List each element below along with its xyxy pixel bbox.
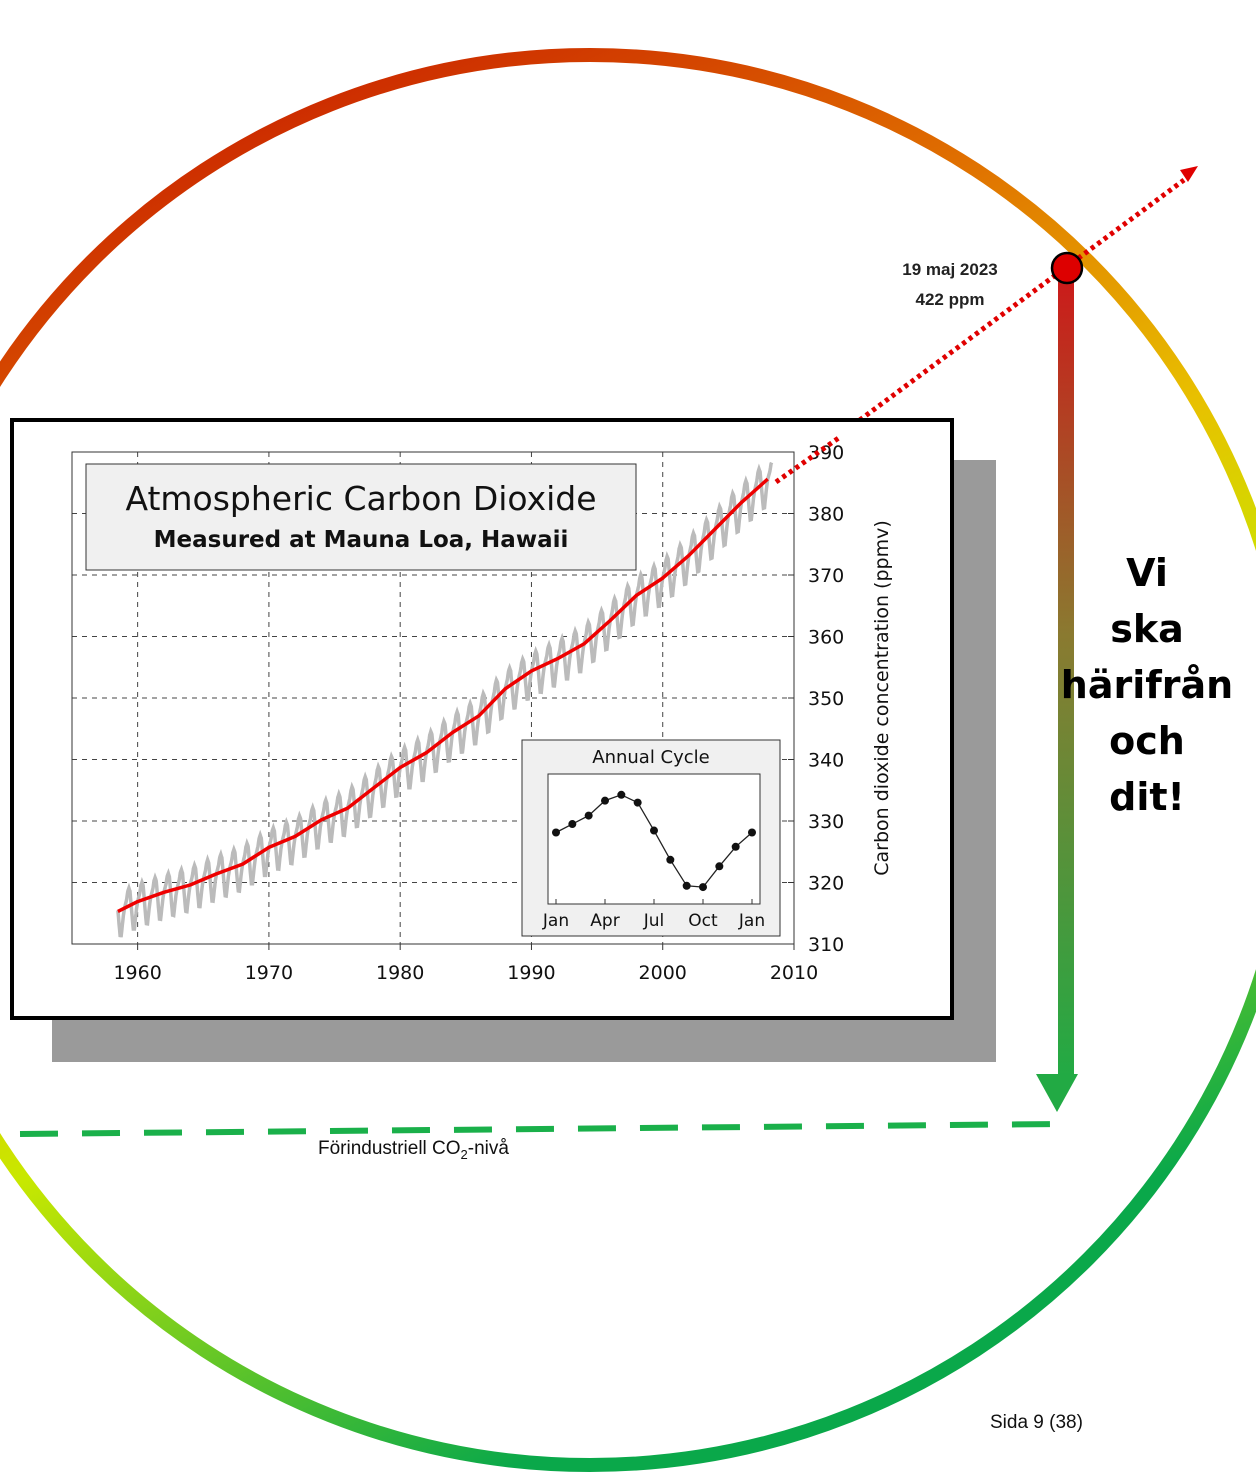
y-tick-label: 390 bbox=[808, 442, 844, 464]
inset-point bbox=[748, 828, 756, 837]
x-tick-label: 2010 bbox=[770, 962, 818, 984]
preindustrial-label-post: -nivå bbox=[467, 1138, 509, 1159]
x-tick-label: 1990 bbox=[507, 962, 555, 984]
down-arrow-head bbox=[1036, 1074, 1078, 1112]
inset-point bbox=[666, 855, 675, 864]
y-tick-label: 340 bbox=[808, 750, 844, 772]
down-arrow-shaft bbox=[1058, 276, 1074, 1076]
preindustrial-label: Förindustriell CO2-nivå bbox=[318, 1138, 509, 1162]
inset-point bbox=[568, 820, 577, 829]
dotted-arrow-head bbox=[1180, 166, 1198, 182]
inset-point bbox=[584, 811, 593, 820]
inset-x-tick-label: Jan bbox=[738, 911, 765, 931]
chart-subtitle: Measured at Mauna Loa, Hawaii bbox=[154, 527, 569, 553]
y-tick-label: 380 bbox=[808, 504, 844, 526]
inset-point bbox=[715, 862, 724, 871]
y-tick-label: 310 bbox=[808, 934, 844, 956]
inset-title: Annual Cycle bbox=[592, 747, 709, 768]
inset-point bbox=[633, 798, 642, 807]
inset-point bbox=[650, 826, 658, 835]
inset-point bbox=[682, 881, 691, 890]
chart-frame: 1960 1970 1980 1990 2000 2010 310 320 330 340 350 3… bbox=[10, 418, 954, 1020]
inset-plot-area bbox=[547, 773, 761, 905]
trend-series-line bbox=[117, 477, 769, 913]
annotation-value: 422 ppm bbox=[915, 290, 985, 309]
inset-x-tick-label: Apr bbox=[590, 911, 619, 931]
inset-point bbox=[699, 883, 707, 892]
y-tick-label: 360 bbox=[808, 627, 844, 649]
annotation-date: 19 maj 2023 bbox=[902, 260, 998, 279]
callout-line: och bbox=[1109, 719, 1185, 763]
co2-chart: 1960 1970 1980 1990 2000 2010 310 320 330 340 350 3… bbox=[71, 442, 893, 984]
current-level-marker bbox=[1050, 251, 1084, 285]
callout-line: Vi bbox=[1126, 551, 1168, 595]
x-tick-label: 1970 bbox=[245, 962, 293, 984]
callout-line: härifrån bbox=[1060, 663, 1234, 707]
x-tick-label: 2000 bbox=[639, 962, 687, 984]
y-tick-label: 330 bbox=[808, 811, 844, 833]
preindustrial-label-pre: Förindustriell CO bbox=[318, 1138, 461, 1159]
inset-point bbox=[617, 790, 626, 799]
page-number: Sida 9 (38) bbox=[990, 1412, 1083, 1433]
callout-text: Vi ska härifrån och dit! bbox=[1046, 545, 1248, 825]
callout-line: ska bbox=[1110, 607, 1184, 651]
y-tick-label: 370 bbox=[808, 565, 844, 587]
preindustrial-label-sub: 2 bbox=[460, 1146, 468, 1162]
chart-title: Atmospheric Carbon Dioxide bbox=[125, 479, 596, 518]
inset-point bbox=[601, 796, 609, 805]
inset-x-tick-label: Jul bbox=[643, 911, 665, 931]
y-tick-label: 320 bbox=[808, 873, 844, 895]
preindustrial-dashed-line bbox=[19, 1121, 1059, 1137]
inset-x-tick-label: Oct bbox=[688, 911, 718, 931]
gradient-ring bbox=[0, 48, 1256, 1472]
x-tick-label: 1980 bbox=[376, 962, 424, 984]
inset-point bbox=[552, 828, 560, 837]
title-box bbox=[85, 463, 637, 571]
callout-line: dit! bbox=[1109, 775, 1185, 819]
y-tick-label: 350 bbox=[808, 688, 844, 710]
y-axis-label: Carbon dioxide concentration (ppmv) bbox=[871, 520, 893, 876]
inset-point bbox=[731, 842, 740, 851]
inset-x-tick-label: Jan bbox=[542, 911, 569, 931]
x-tick-label: 1960 bbox=[113, 962, 161, 984]
